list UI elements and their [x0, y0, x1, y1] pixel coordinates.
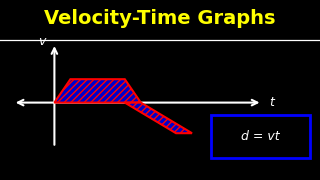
FancyBboxPatch shape [211, 115, 310, 158]
Text: t: t [269, 96, 275, 109]
Polygon shape [125, 103, 192, 133]
Text: v: v [38, 35, 45, 48]
Text: Velocity-Time Graphs: Velocity-Time Graphs [44, 9, 276, 28]
Text: d = vt: d = vt [242, 130, 280, 143]
Polygon shape [54, 79, 141, 103]
